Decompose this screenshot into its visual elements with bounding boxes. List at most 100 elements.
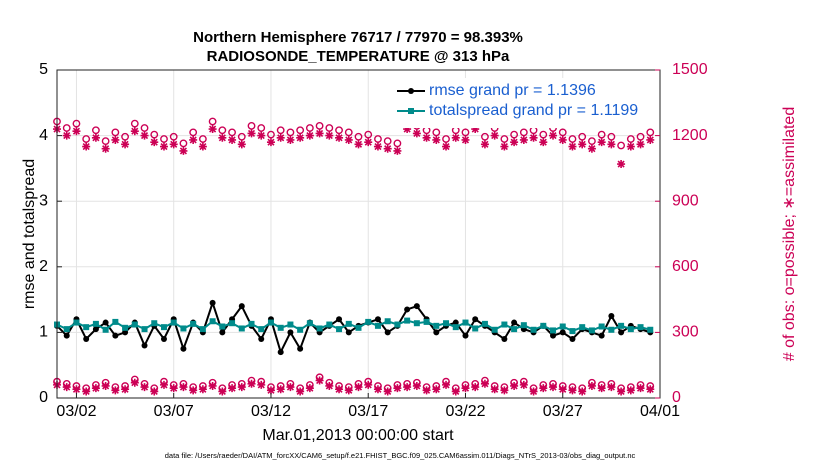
point — [91, 384, 100, 393]
point — [238, 303, 245, 310]
point — [597, 384, 606, 393]
point — [316, 325, 323, 332]
point — [462, 319, 469, 326]
y-tick-label: 5 — [39, 61, 48, 78]
point — [102, 319, 109, 326]
point — [549, 131, 558, 140]
point — [491, 326, 498, 333]
point — [297, 345, 304, 352]
point — [160, 135, 168, 143]
point — [169, 384, 178, 393]
point — [189, 135, 198, 144]
point — [511, 326, 518, 333]
point — [258, 326, 265, 333]
y-tick-label: 2 — [39, 258, 48, 275]
point — [461, 128, 470, 137]
point — [218, 133, 227, 142]
point — [325, 131, 334, 140]
point — [276, 385, 285, 394]
point — [306, 320, 313, 327]
point — [315, 376, 324, 385]
point — [228, 384, 237, 393]
point — [180, 325, 187, 332]
point — [92, 126, 100, 135]
point — [559, 329, 566, 336]
point — [102, 326, 109, 333]
point — [228, 128, 236, 137]
point — [432, 385, 441, 394]
point — [325, 124, 334, 132]
point — [539, 384, 548, 393]
point — [335, 126, 343, 135]
point — [646, 128, 655, 137]
point — [646, 135, 655, 144]
point — [247, 129, 256, 138]
point — [111, 386, 120, 395]
point — [257, 124, 266, 132]
point — [442, 142, 451, 151]
legend-label: totalspread grand pr = 1.1199 — [429, 102, 638, 119]
point — [597, 138, 606, 147]
point — [364, 130, 373, 139]
x-tick-label: 03/02 — [56, 403, 96, 420]
point — [169, 132, 178, 141]
point — [277, 349, 284, 356]
point — [92, 320, 99, 327]
point — [569, 335, 576, 342]
point — [452, 324, 459, 331]
point — [336, 326, 343, 333]
point — [199, 326, 206, 333]
point — [423, 318, 430, 325]
point — [443, 320, 450, 327]
point — [208, 125, 217, 134]
point — [267, 130, 275, 139]
point — [539, 130, 548, 139]
point — [287, 329, 294, 336]
point — [112, 332, 119, 339]
point — [179, 146, 188, 155]
point — [122, 329, 129, 336]
point — [618, 329, 625, 336]
point — [607, 140, 616, 149]
point — [578, 387, 587, 396]
legend: rmse grand pr = 1.1396 totalspread grand … — [395, 78, 655, 128]
point — [122, 324, 129, 331]
point — [111, 135, 120, 144]
point — [451, 133, 460, 142]
point — [481, 320, 488, 327]
point — [519, 135, 528, 144]
point — [257, 131, 266, 140]
y-tick-label: 1 — [39, 324, 48, 341]
y-axis-label: rmse and totalspread — [21, 159, 38, 309]
x-tick-label: 03/17 — [348, 403, 388, 420]
point — [510, 138, 519, 147]
point — [305, 131, 314, 140]
point — [237, 132, 246, 141]
point — [442, 380, 451, 389]
point — [618, 322, 625, 329]
point — [335, 385, 344, 394]
point — [141, 326, 148, 333]
point — [636, 140, 645, 149]
point — [587, 381, 596, 390]
point — [383, 137, 392, 146]
point — [101, 137, 110, 146]
point — [73, 319, 80, 326]
point — [111, 128, 120, 137]
point — [569, 328, 576, 335]
point — [471, 125, 480, 134]
point — [83, 324, 90, 331]
point — [209, 318, 216, 325]
point — [490, 131, 499, 140]
point — [374, 316, 381, 323]
point — [325, 381, 334, 390]
marks — [53, 117, 655, 396]
point — [636, 132, 645, 141]
point — [91, 133, 100, 142]
point — [422, 133, 431, 142]
point — [636, 384, 645, 393]
point — [209, 299, 216, 306]
y2-tick-label: 1200 — [672, 127, 708, 144]
point — [63, 326, 70, 333]
